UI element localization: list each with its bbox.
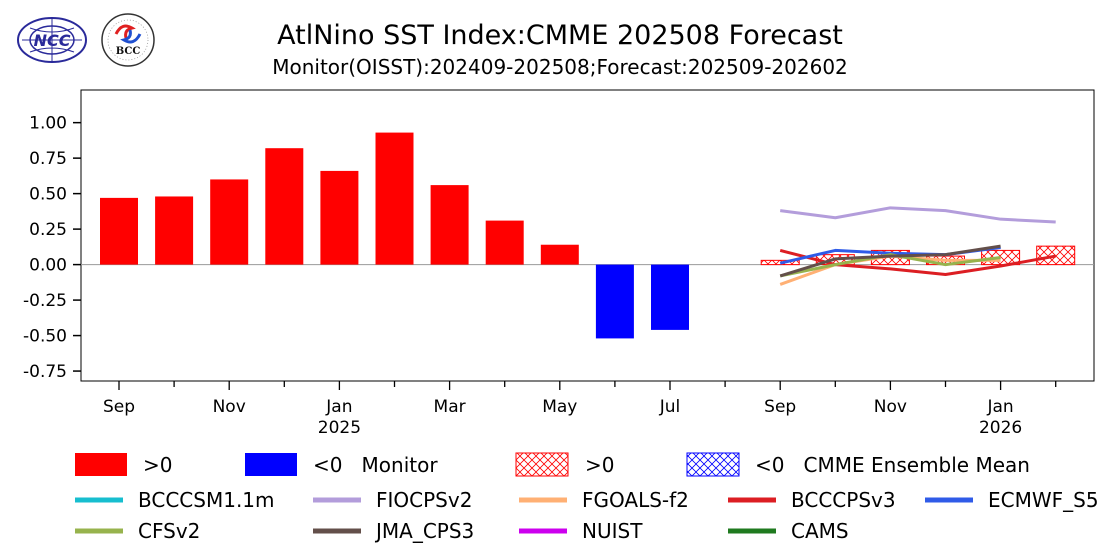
- monitor-bars: [100, 132, 689, 339]
- monitor-bar: [375, 132, 414, 265]
- y-tick-label: 0.25: [29, 220, 67, 240]
- x-tick-label: Sep: [764, 397, 796, 417]
- y-tick-label: 0.00: [29, 256, 67, 276]
- legend-model-label: CFSv2: [138, 519, 200, 543]
- monitor-bar: [430, 185, 469, 265]
- bcc-logo: BCC: [101, 13, 155, 67]
- legend-monitor-pos-swatch: [75, 453, 127, 476]
- legend-monitor-neg-label: <0 Monitor: [313, 453, 438, 477]
- legend-ensemble-neg-label: <0 CMME Ensemble Mean: [755, 453, 1030, 477]
- legend: >0 <0 Monitor >0 <0 CMME Ensemble Mean B…: [75, 452, 1099, 543]
- legend-model-label: ECMWF_S5: [988, 488, 1099, 512]
- legend-ensemble-neg-swatch: [686, 452, 740, 477]
- y-axis: 1.00 0.75 0.50 0.25 0.00 -0.25 -0.50 -0.75: [23, 114, 81, 382]
- x-tick-label: Nov: [874, 397, 907, 417]
- y-tick-label: 1.00: [29, 114, 67, 134]
- plot-frame: [80, 89, 1095, 382]
- y-tick-label: -0.50: [23, 327, 67, 347]
- ncc-logo: NCC: [17, 17, 87, 63]
- plot-area: 1.00 0.75 0.50 0.25 0.00 -0.25 -0.50 -0.75 Sep N…: [23, 89, 1095, 438]
- legend-model-label: BCCCPSv3: [791, 488, 896, 512]
- model-line-fiocpsv2: [780, 206, 1056, 224]
- monitor-bar: [265, 148, 304, 265]
- legend-model-label: FIOCPSv2: [376, 488, 472, 512]
- monitor-bar: [540, 244, 579, 265]
- legend-model-label: FGOALS-f2: [582, 488, 689, 512]
- x-tick-label: May: [542, 397, 577, 417]
- bcc-logo-text: BCC: [116, 46, 141, 57]
- monitor-bar: [485, 220, 524, 265]
- x-tick-label: Nov: [213, 397, 246, 417]
- y-tick-label: -0.75: [23, 362, 67, 382]
- chart-title: AtlNino SST Index:CMME 202508 Forecast: [277, 20, 843, 51]
- monitor-bar: [651, 264, 689, 330]
- monitor-bar: [595, 264, 634, 339]
- x-tick-label: Jul: [659, 397, 681, 417]
- x-tick-year-label: 2026: [979, 418, 1022, 438]
- x-tick-label: Sep: [103, 397, 135, 417]
- model-line-jma-cps3: [779, 244, 1001, 278]
- legend-ensemble-pos-swatch: [515, 452, 569, 477]
- x-tick-label: Jan: [325, 397, 352, 417]
- legend-models: BCCCSM1.1m FIOCPSv2 FGOALS-f2 BCCCPSv3 ECMWF…: [75, 488, 1099, 543]
- y-tick-label: -0.25: [23, 291, 67, 311]
- ncc-logo-text: NCC: [34, 31, 71, 50]
- monitor-bar: [210, 179, 249, 265]
- x-tick-label: Jan: [986, 397, 1013, 417]
- legend-ensemble-pos-label: >0: [585, 453, 614, 477]
- model-lines: [779, 206, 1056, 286]
- x-tick-year-label: 2025: [318, 418, 361, 438]
- legend-monitor-pos-label: >0: [143, 453, 172, 477]
- y-tick-label: 0.75: [29, 149, 67, 169]
- legend-monitor-neg-swatch: [245, 453, 297, 476]
- monitor-bar: [100, 197, 138, 265]
- legend-model-label: BCCCSM1.1m: [138, 488, 275, 512]
- legend-model-label: CAMS: [791, 519, 849, 543]
- ensemble-mean-bar: [1036, 245, 1076, 266]
- chart-subtitle: Monitor(OISST):202409-202508;Forecast:20…: [272, 55, 848, 79]
- legend-model-label: NUIST: [582, 519, 643, 543]
- x-tick-label: Mar: [434, 397, 466, 417]
- y-tick-label: 0.50: [29, 185, 67, 205]
- legend-model-label: JMA_CPS3: [374, 519, 474, 543]
- monitor-bar: [320, 170, 359, 265]
- monitor-bar: [155, 196, 194, 265]
